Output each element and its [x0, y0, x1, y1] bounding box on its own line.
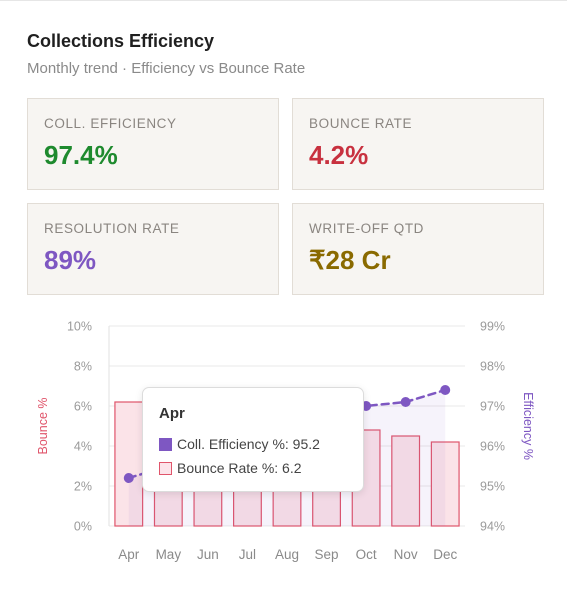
kpi-resolution-rate: RESOLUTION RATE 89% — [27, 203, 279, 295]
tooltip-row-bounce: Bounce Rate %: 6.2 — [159, 460, 302, 476]
x-tick-label: Jun — [197, 547, 219, 562]
x-tick-label: Jul — [239, 547, 256, 562]
y2-tick-label: 96% — [480, 440, 505, 454]
x-tick-label: Dec — [433, 547, 457, 562]
tooltip-efficiency-text: Coll. Efficiency %: 95.2 — [177, 436, 320, 452]
x-tick-label: Sep — [315, 547, 339, 562]
card-top-border — [0, 0, 567, 1]
y-tick-label: 4% — [74, 440, 92, 454]
x-tick-label: Nov — [394, 547, 418, 562]
x-tick-label: May — [156, 547, 182, 562]
kpi-value: 89% — [44, 245, 97, 275]
y-tick-label: 0% — [74, 520, 92, 534]
kpi-value: 4.2% — [309, 140, 369, 170]
x-tick-label: Aug — [275, 547, 299, 562]
y2-tick-label: 95% — [480, 480, 505, 494]
efficiency-point — [400, 397, 411, 407]
y2-axis-title: Efficiency % — [521, 392, 535, 460]
y2-tick-label: 94% — [480, 520, 505, 534]
tooltip-bounce-text: Bounce Rate %: 6.2 — [177, 460, 302, 476]
kpi-value: ₹28 Cr — [309, 245, 391, 275]
x-tick-label: Apr — [118, 547, 140, 562]
y2-tick-label: 98% — [480, 360, 505, 374]
chart-tooltip: Apr Coll. Efficiency %: 95.2 Bounce Rate… — [142, 387, 364, 492]
card-subtitle: Monthly trend · Efficiency vs Bounce Rat… — [27, 60, 306, 77]
kpi-write-off-qtd: WRITE-OFF QTD ₹28 Cr — [292, 203, 544, 295]
bounce-bar — [430, 441, 460, 527]
efficiency-point — [440, 385, 451, 395]
kpi-coll-efficiency: COLL. EFFICIENCY 97.4% — [27, 98, 279, 190]
kpi-value: 97.4% — [44, 140, 118, 170]
bounce-bar — [114, 401, 144, 527]
kpi-label: RESOLUTION RATE — [44, 221, 180, 236]
y2-tick-label: 99% — [480, 320, 505, 334]
bounce-swatch-icon — [159, 461, 172, 475]
x-tick-label: Oct — [356, 547, 377, 562]
kpi-label: COLL. EFFICIENCY — [44, 116, 177, 131]
bounce-bar — [391, 435, 421, 527]
kpi-bounce-rate: BOUNCE RATE 4.2% — [292, 98, 544, 190]
efficiency-swatch-icon — [159, 437, 172, 451]
kpi-label: WRITE-OFF QTD — [309, 221, 425, 236]
tooltip-row-efficiency: Coll. Efficiency %: 95.2 — [159, 436, 320, 452]
y-tick-label: 8% — [74, 360, 92, 374]
y-tick-label: 10% — [67, 320, 92, 334]
tooltip-title: Apr — [159, 405, 185, 422]
y-axis-title: Bounce % — [36, 398, 50, 455]
y-tick-label: 6% — [74, 400, 92, 414]
y2-tick-label: 97% — [480, 400, 505, 414]
y-tick-label: 2% — [74, 480, 92, 494]
card-title: Collections Efficiency — [27, 31, 215, 51]
kpi-label: BOUNCE RATE — [309, 116, 413, 131]
efficiency-point — [123, 473, 134, 483]
